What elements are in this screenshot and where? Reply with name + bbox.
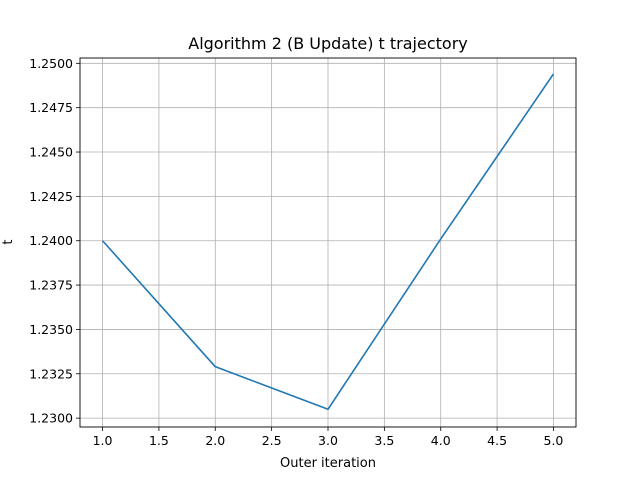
x-tick-label: 4.0 [431,433,451,448]
y-tick-label: 1.2375 [29,278,73,293]
chart-title: Algorithm 2 (B Update) t trajectory [188,34,468,53]
y-tick-label: 1.2350 [29,322,73,337]
x-tick-label: 1.5 [149,433,169,448]
y-tick-label: 1.2475 [29,100,73,115]
grid-layer [80,58,576,427]
x-tick-label: 1.0 [93,433,113,448]
x-tick-label: 2.5 [262,433,282,448]
y-tick-label: 1.2450 [29,145,73,160]
x-tick-label: 4.5 [487,433,507,448]
y-tick-label: 1.2325 [29,366,73,381]
y-tick-label: 1.2500 [29,56,73,71]
series-line [101,73,555,411]
x-tick-label: 5.0 [544,433,564,448]
tick-layer: 1.0 1.5 2.0 2.5 3.0 3.5 4.0 4.5 5.0 1.2300 1.2325 1… [29,56,563,448]
y-axis-label: t [1,239,16,244]
x-tick-label: 3.0 [318,433,338,448]
y-tick-label: 1.2300 [29,411,73,426]
series-layer [101,73,555,411]
x-axis-label: Outer iteration [280,456,376,471]
y-tick-label: 1.2425 [29,189,73,204]
x-tick-label: 3.5 [374,433,394,448]
x-tick-label: 2.0 [205,433,225,448]
y-tick-label: 1.2400 [29,233,73,248]
